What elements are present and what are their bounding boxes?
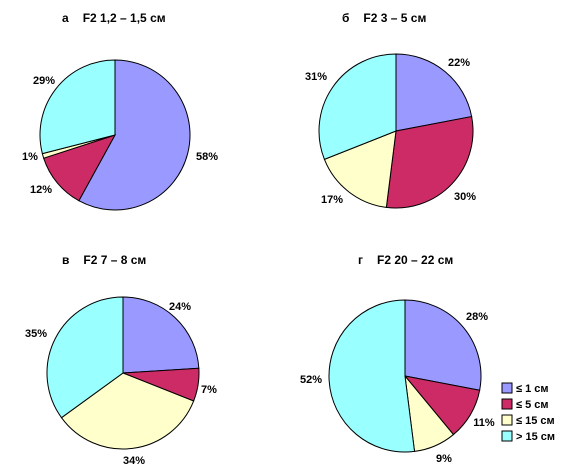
panel-title: F2 1,2 – 1,5 см [83,11,166,25]
pie-slice [122,296,200,374]
slice-label: 1% [22,151,38,163]
chart-title: б F2 3 – 5 см [342,11,426,25]
slice-label: 35% [25,328,47,340]
pie-slice [395,53,473,132]
pie-slice [323,130,397,208]
slice-label: 31% [305,71,327,83]
legend-label: > 15 см [516,431,555,443]
legend-swatch [501,414,513,426]
panel-letter: б [342,11,349,25]
legend-label: ≤ 1 см [516,383,549,395]
pie-slice [39,59,116,155]
legend-swatch [501,382,513,394]
pie-slice [78,59,191,211]
panel-letter: а [62,11,69,25]
panel-title: F2 7 – 8 см [83,253,146,267]
slice-label: 28% [466,311,488,323]
pie-chart-1: а F2 1,2 – 1,5 см 58% 12% 1% 29% [22,11,218,211]
pie-slice [328,299,416,453]
pie-chart-2: б F2 3 – 5 см 22% 30% 17% 31% [305,11,476,209]
legend: ≤ 1 см ≤ 5 см ≤ 15 см > 15 см [501,382,555,443]
panel-letter: г [358,253,363,267]
chart-title: а F2 1,2 – 1,5 см [62,11,166,25]
slice-label: 52% [300,374,322,386]
slice-label: 11% [473,417,495,429]
legend-swatch [501,398,513,410]
slice-label: 22% [448,57,470,69]
slice-label: 58% [196,151,218,163]
panel-letter: в [62,253,69,267]
panel-title: F2 20 – 22 см [377,253,453,267]
slice-label: 17% [321,194,343,206]
slice-label: 9% [436,453,452,465]
legend-label: ≤ 5 см [516,399,549,411]
pie-slice [404,299,482,391]
chart-title: г F2 20 – 22 см [358,253,453,267]
panel-title: F2 3 – 5 см [363,11,426,25]
pie-chart-3: в F2 7 – 8 см 24% 7% 34% 35% [25,253,217,467]
slice-label: 12% [30,184,52,196]
slice-label: 29% [33,75,55,87]
legend-swatch [501,430,513,442]
pie-slice [46,296,124,419]
legend-label: ≤ 15 см [516,415,555,427]
slice-label: 7% [201,384,217,396]
slice-label: 30% [454,191,476,203]
pie-slice [385,115,474,209]
slice-label: 24% [169,301,191,313]
pie-slice [318,53,397,160]
slice-label: 34% [123,455,145,467]
chart-title: в F2 7 – 8 см [62,253,146,267]
pie-chart-4: г F2 20 – 22 см 28% 11% 9% 52% [300,253,495,465]
pie-slice [60,372,195,450]
